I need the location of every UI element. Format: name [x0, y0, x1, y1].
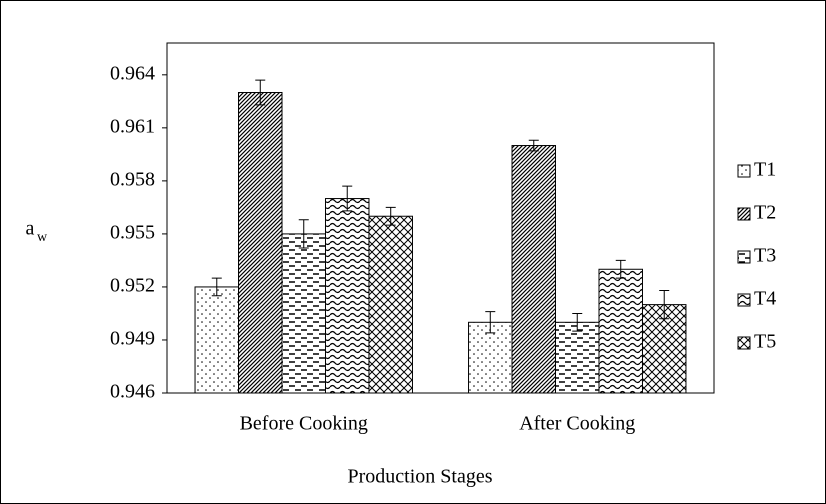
- legend-label: T1: [754, 159, 776, 181]
- error-bar: [255, 79, 266, 106]
- bar: [238, 91, 283, 394]
- bar: [468, 321, 513, 394]
- legend-label: T3: [754, 245, 776, 267]
- legend-swatch: [737, 293, 751, 307]
- error-bar: [572, 312, 583, 332]
- bar: [194, 286, 240, 394]
- y-tick-label: 0.961: [110, 115, 155, 137]
- legend-label: T5: [754, 331, 776, 353]
- bar: [368, 215, 413, 394]
- y-tick-label: 0.952: [110, 275, 155, 297]
- y-tick-label: 0.946: [110, 381, 155, 403]
- bar: [598, 268, 643, 394]
- x-tick-label: After Cooking: [519, 413, 635, 435]
- error-bar: [615, 259, 626, 279]
- y-tick-label: 0.949: [110, 328, 155, 350]
- error-bar: [385, 206, 396, 226]
- legend-swatch: [737, 250, 751, 264]
- y-axis-label-sub: w: [37, 230, 48, 245]
- x-axis-label: Production Stages: [348, 466, 493, 488]
- bar: [511, 145, 557, 394]
- error-bar: [342, 185, 353, 212]
- legend-label: T2: [754, 202, 776, 224]
- bar: [281, 233, 326, 394]
- bar: [555, 321, 600, 394]
- y-tick-label: 0.958: [110, 168, 155, 190]
- y-tick-label: 0.955: [110, 222, 155, 244]
- error-bar: [298, 219, 309, 249]
- error-bar: [211, 277, 222, 297]
- error-bar: [528, 139, 539, 152]
- error-bar: [659, 289, 670, 320]
- legend-swatch: [737, 164, 751, 178]
- plot-area: [166, 42, 715, 394]
- legend-swatch: [737, 207, 751, 221]
- y-axis-label: a: [26, 218, 35, 240]
- y-tick-label: 0.964: [110, 62, 155, 84]
- legend-swatch: [737, 336, 751, 350]
- bar: [324, 198, 370, 394]
- x-tick-label: Before Cooking: [240, 413, 368, 435]
- legend-label: T4: [754, 288, 776, 310]
- error-bar: [485, 311, 496, 334]
